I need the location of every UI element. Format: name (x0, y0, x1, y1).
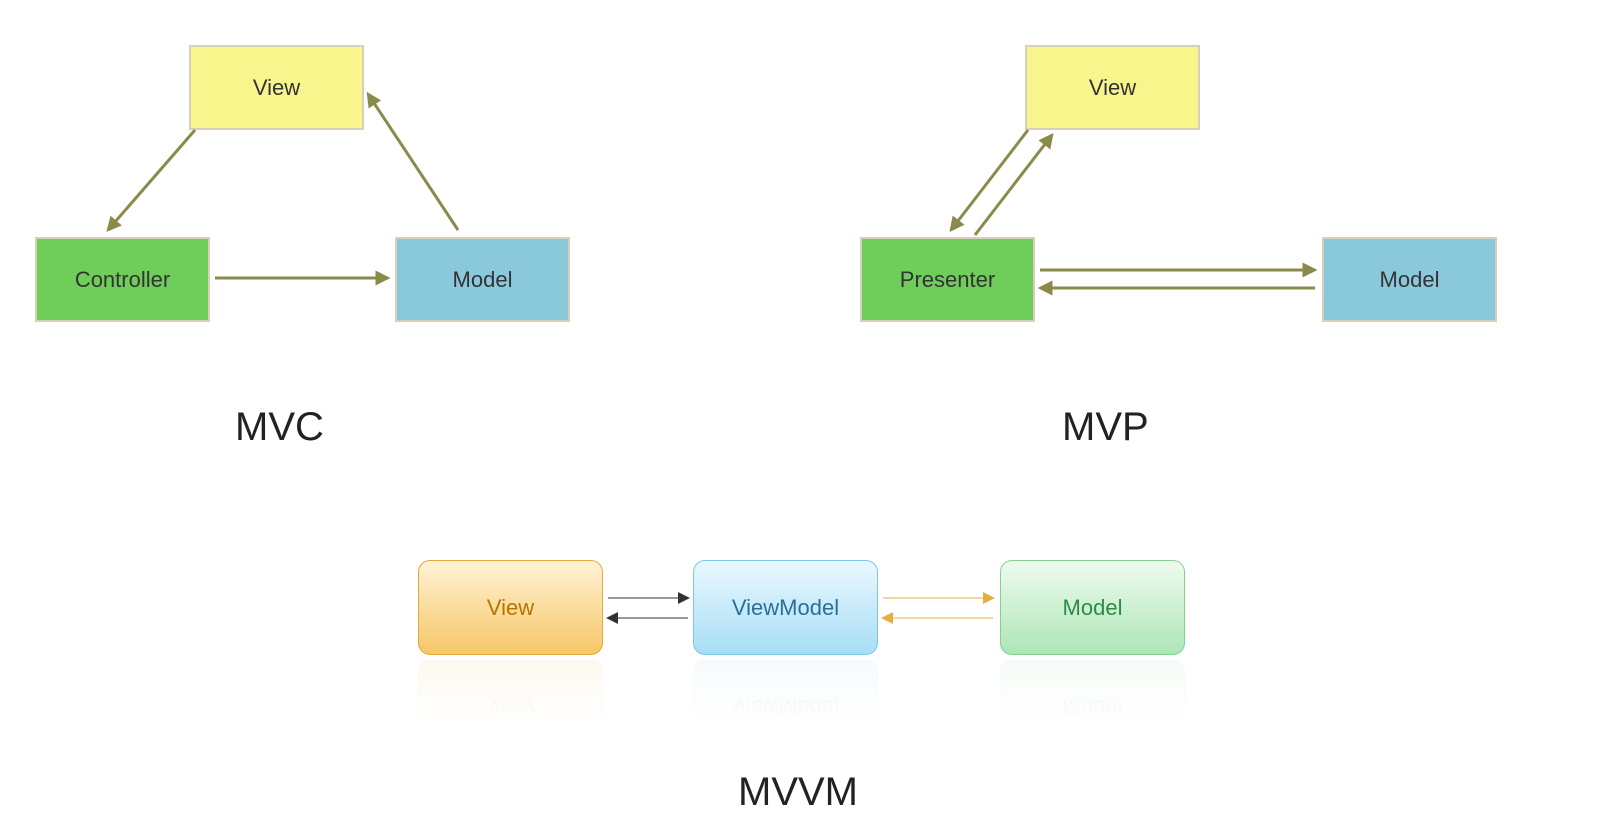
mvc-model-box: Model (395, 237, 570, 322)
mvvm-viewmodel-label: ViewModel (732, 595, 839, 621)
mvc-controller-box: Controller (35, 237, 210, 322)
mvp-presenter-box: Presenter (860, 237, 1035, 322)
mvp-view-box: View (1025, 45, 1200, 130)
reflection-fade (408, 660, 1195, 760)
mvc-controller-label: Controller (75, 267, 170, 293)
mvvm-view-label: View (487, 595, 534, 621)
mvc-title: MVC (235, 405, 324, 450)
mvp-view-label: View (1089, 75, 1136, 101)
mvp-title: MVP (1062, 405, 1149, 450)
mvp-presenter-label: Presenter (900, 267, 995, 293)
mvvm-model-label: Model (1063, 595, 1123, 621)
mvc-view-label: View (253, 75, 300, 101)
mvvm-title: MVVM (738, 770, 858, 815)
mvc-model-label: Model (453, 267, 513, 293)
mvc-view-box: View (189, 45, 364, 130)
mvp-model-label: Model (1380, 267, 1440, 293)
mvvm-model-box: Model (1000, 560, 1185, 655)
mvvm-view-box: View (418, 560, 603, 655)
mvvm-viewmodel-box: ViewModel (693, 560, 878, 655)
mvp-model-box: Model (1322, 237, 1497, 322)
